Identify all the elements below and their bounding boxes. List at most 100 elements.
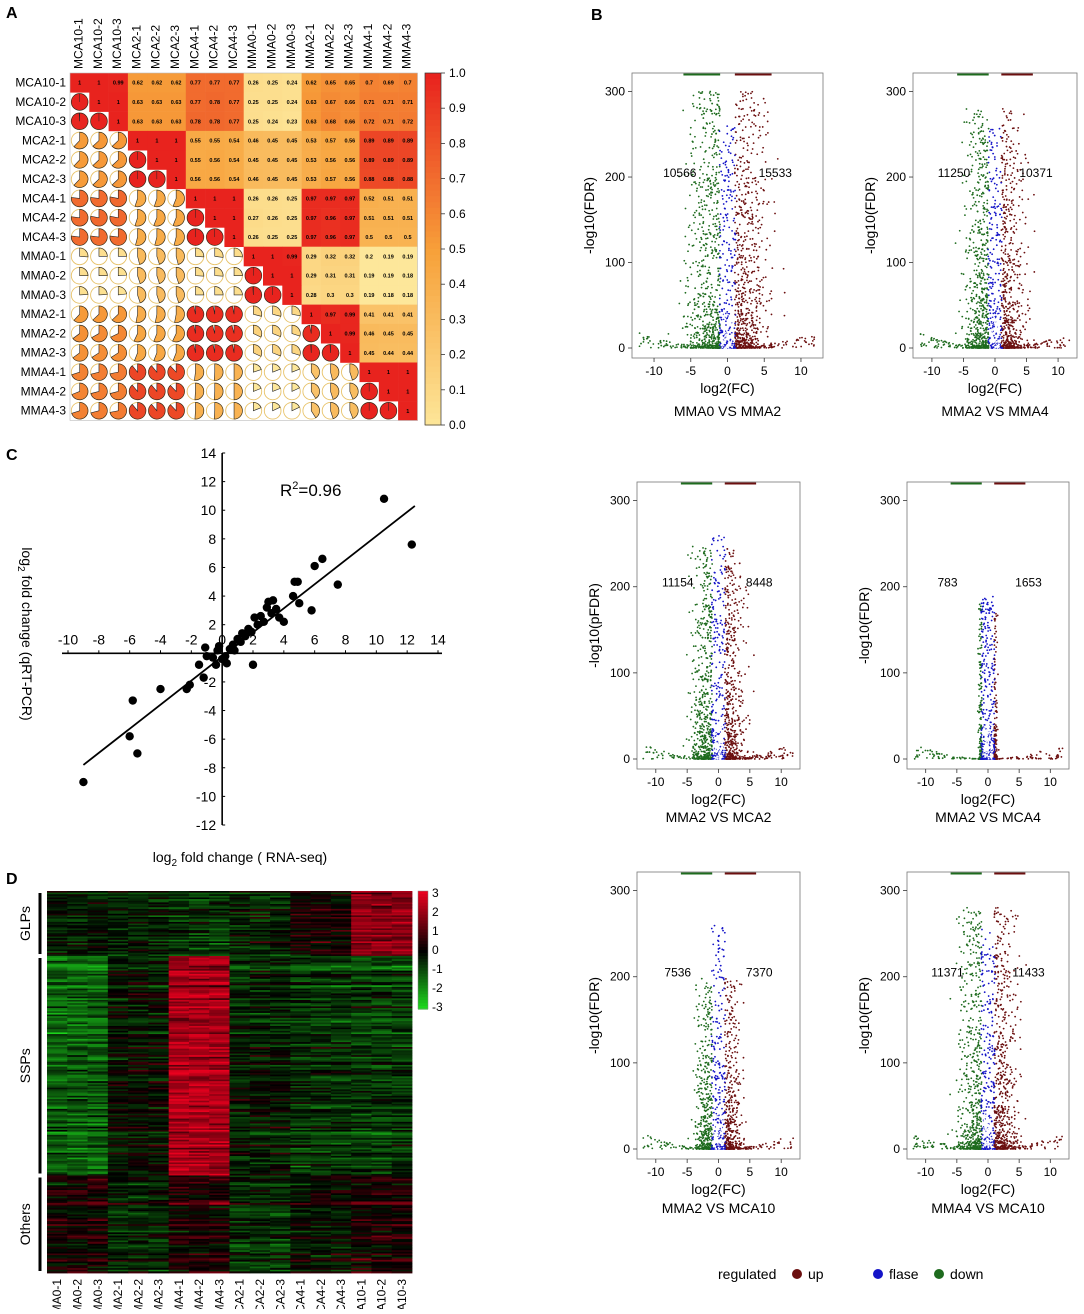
volcano-point-ns <box>732 137 734 139</box>
colorbar-segment <box>425 120 441 126</box>
volcano-point-ns <box>720 331 722 333</box>
volcano-point <box>1010 296 1012 298</box>
volcano-point <box>734 264 736 266</box>
volcano-point-ns <box>997 190 999 192</box>
volcano-point <box>1012 301 1014 303</box>
volcano-point <box>971 301 973 303</box>
volcano-point <box>982 328 984 330</box>
volcano-point <box>765 276 767 278</box>
volcano-point-white <box>732 319 734 321</box>
colorbar-segment <box>425 372 441 378</box>
col-label-MMA2-2: MMA2-2 <box>322 23 336 69</box>
volcano-point <box>1002 306 1004 308</box>
colorbar-segment <box>425 413 441 419</box>
corr-pie <box>234 383 242 400</box>
volcano-point <box>757 270 759 272</box>
volcano-point <box>753 102 755 104</box>
volcano-point <box>690 337 692 339</box>
volcano-point <box>732 703 734 705</box>
corr-value: 0.97 <box>325 196 336 202</box>
volcano-point <box>941 347 943 349</box>
volcano-point <box>694 233 696 235</box>
corr-value: 0.63 <box>151 119 162 125</box>
volcano-point <box>695 632 697 634</box>
volcano-point <box>747 274 749 276</box>
volcano-point <box>716 229 718 231</box>
corr-value: 0.24 <box>267 119 279 125</box>
volcano-point <box>979 179 981 181</box>
volcano-point <box>1008 208 1010 210</box>
volcano-point <box>705 110 707 112</box>
volcano-point <box>1013 271 1015 273</box>
volcano-point-ns <box>720 343 722 345</box>
volcano-point <box>984 343 986 345</box>
x-tick-label: 10 <box>1051 364 1065 378</box>
volcano-point <box>702 293 704 295</box>
volcano-point <box>1012 243 1014 245</box>
volcano-point <box>725 605 727 607</box>
corr-value: 0.3 <box>327 293 335 299</box>
volcano-point <box>713 301 715 303</box>
volcano-point <box>1017 153 1019 155</box>
volcano-point <box>706 180 708 182</box>
corr-value: 0.46 <box>364 332 375 338</box>
row-label-MCA10-1: MCA10-1 <box>15 76 66 90</box>
volcano-point <box>718 172 720 174</box>
colorbar-tick-label: 0.7 <box>449 172 466 186</box>
corr-value: 0.28 <box>306 293 317 299</box>
volcano-point <box>726 697 728 699</box>
volcano-point <box>1060 347 1062 349</box>
volcano-point <box>1008 269 1010 271</box>
volcano-point <box>738 324 740 326</box>
volcano-point <box>694 120 696 122</box>
volcano-point <box>730 556 732 558</box>
volcano-point <box>730 645 732 647</box>
volcano-point <box>1004 212 1006 214</box>
volcano-point <box>714 144 716 146</box>
volcano-point <box>978 168 980 170</box>
volcano-point <box>740 269 742 271</box>
volcano-point <box>730 623 732 625</box>
volcano-point-ns <box>989 222 991 224</box>
volcano-point <box>698 196 700 198</box>
corr-pie <box>99 267 107 275</box>
volcano-point <box>672 345 674 347</box>
volcano-point <box>724 730 726 732</box>
volcano-point <box>705 652 707 654</box>
corr-value: 0.66 <box>344 119 355 125</box>
volcano-point <box>965 286 967 288</box>
volcano-point-ns <box>727 169 729 171</box>
corr-pie <box>206 306 223 323</box>
volcano-point <box>734 184 736 186</box>
volcano-point <box>773 201 775 203</box>
corr-value: 0.19 <box>402 254 413 260</box>
volcano-point <box>690 152 692 154</box>
colorbar-segment <box>425 384 441 390</box>
volcano-point <box>708 572 710 574</box>
volcano-point <box>741 744 743 746</box>
volcano-point-white <box>725 346 727 348</box>
volcano-point <box>660 340 662 342</box>
volcano-point-ns <box>1000 171 1002 173</box>
volcano-point-ns <box>1001 216 1003 218</box>
volcano-point <box>716 191 718 193</box>
y-tick-label: 200 <box>605 170 625 184</box>
volcano-point <box>1003 296 1005 298</box>
corr-value: 0.7 <box>404 81 412 87</box>
volcano-point <box>700 618 702 620</box>
volcano-point <box>718 93 720 95</box>
volcano-point <box>1017 169 1019 171</box>
volcano-point <box>1027 345 1029 347</box>
volcano-point <box>782 341 784 343</box>
volcano-point <box>680 346 682 348</box>
volcano-point <box>746 182 748 184</box>
volcano-point <box>750 207 752 209</box>
volcano-point <box>700 644 702 646</box>
corr-value: 0.78 <box>209 119 220 125</box>
volcano-point <box>683 344 685 346</box>
corr-value: 1 <box>329 332 332 338</box>
volcano-point <box>979 113 981 115</box>
volcano-point <box>976 342 978 344</box>
volcano-point <box>979 311 981 313</box>
